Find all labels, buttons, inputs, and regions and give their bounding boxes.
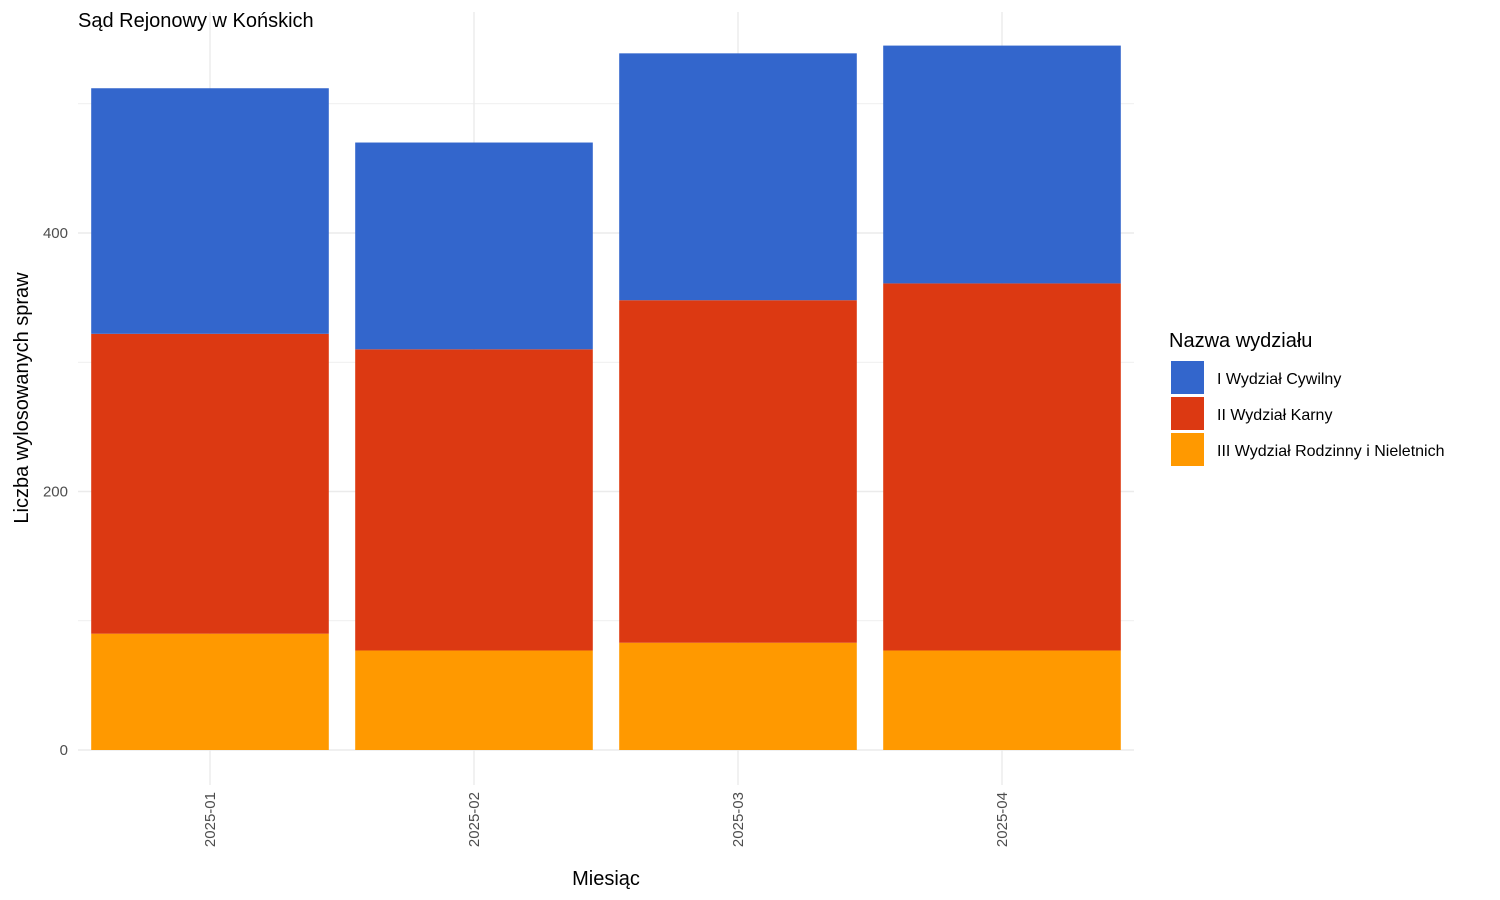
x-tick-label: 2025-03	[730, 792, 747, 847]
legend-label: III Wydział Rodzinny i Nieletnich	[1217, 443, 1445, 460]
bar-segment	[355, 650, 593, 750]
bar-segment	[619, 642, 857, 750]
y-tick-labels: 0 200 400	[43, 225, 68, 759]
x-axis-title: Miesiąc	[572, 868, 640, 890]
bar-segment	[355, 142, 593, 350]
bar-segment	[883, 45, 1121, 284]
y-tick-label: 400	[43, 225, 68, 242]
bar-segment	[619, 53, 857, 301]
bar-segment	[91, 88, 329, 334]
y-tick-label: 200	[43, 484, 68, 501]
y-tick-label: 0	[60, 742, 68, 759]
legend: Nazwa wydziału I Wydział Cywilny II Wydzi…	[1169, 330, 1445, 466]
x-tick-label: 2025-04	[994, 792, 1011, 847]
x-tick-label: 2025-01	[202, 792, 219, 847]
legend-label: II Wydział Karny	[1217, 407, 1332, 424]
legend-label: I Wydział Cywilny	[1217, 371, 1341, 388]
y-axis-title: Liczba wylosowanych spraw	[11, 272, 33, 524]
legend-title: Nazwa wydziału	[1169, 330, 1312, 352]
x-tick-label: 2025-02	[466, 792, 483, 847]
chart-title: Sąd Rejonowy w Końskich	[78, 10, 314, 32]
legend-key	[1171, 397, 1204, 430]
legend-key	[1171, 361, 1204, 394]
legend-key	[1171, 433, 1204, 466]
x-tick-labels: 2025-01 2025-02 2025-03 2025-04	[202, 792, 1011, 847]
bar-segment	[619, 300, 857, 643]
bar-segment	[883, 650, 1121, 750]
bars-layer	[91, 45, 1121, 750]
bar-segment	[355, 349, 593, 651]
bar-segment	[883, 283, 1121, 651]
bar-segment	[91, 633, 329, 750]
bar-segment	[91, 333, 329, 634]
